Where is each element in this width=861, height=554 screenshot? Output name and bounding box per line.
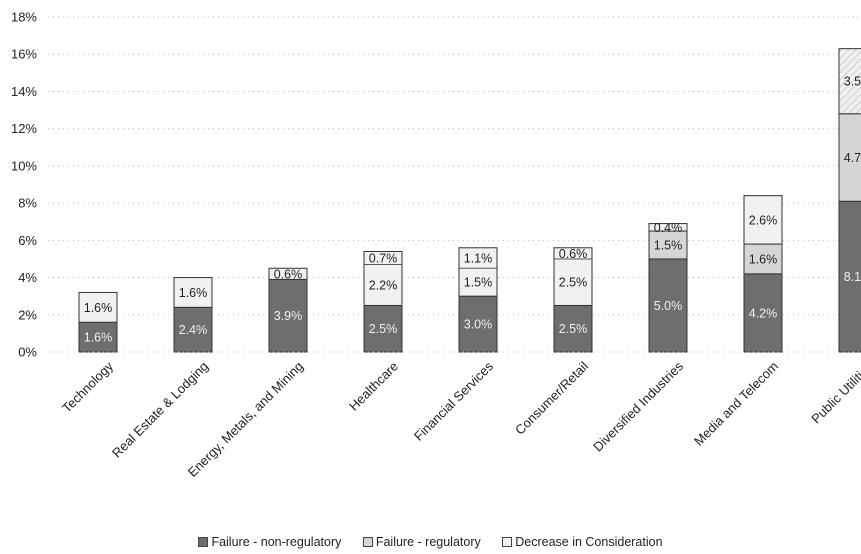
bar-segment	[173, 306, 213, 353]
legend-item-decrease: Decrease in Consideration	[502, 535, 663, 549]
data-label: 8.1%	[844, 270, 861, 284]
data-label: 1.5%	[464, 276, 493, 290]
data-label: 1.6%	[179, 286, 208, 300]
bars: 1.6% 1.6% 2.4% 1.6% 3.9% 0.6% 2.5% 2.2% 0.7% 3.0%…	[78, 48, 861, 353]
data-label: 4.2%	[749, 306, 778, 320]
data-label: 1.6%	[84, 331, 113, 345]
data-label: 2.5%	[559, 276, 588, 290]
data-label: 1.5%	[654, 238, 683, 252]
bar-segment	[553, 247, 593, 306]
bar-segment	[743, 195, 783, 245]
data-label: 1.6%	[84, 301, 113, 315]
stacked-bar-chart: 0%2%4%6%8%10%12%14%16%18% 1.6%1.6%2.4%1.…	[11, 10, 861, 480]
y-tick-label: 6%	[18, 233, 37, 248]
bar-segment	[648, 230, 688, 260]
bar-segment	[78, 291, 118, 323]
x-tick-label: Real Estate & Lodging	[109, 359, 211, 461]
legend-label-non-regulatory: Failure - non-regulatory	[211, 535, 342, 549]
data-label: 5.0%	[654, 299, 683, 313]
data-label: 0.6%	[274, 267, 303, 281]
x-tick-label: Public Utilities	[808, 358, 861, 426]
x-tick-label: Consumer/Retail	[512, 358, 591, 437]
bar-segment	[648, 258, 688, 353]
data-label: 1.6%	[749, 252, 778, 266]
legend-swatch-regulatory	[362, 537, 373, 547]
bar-segment	[173, 277, 213, 308]
data-label: 3.5%	[844, 75, 861, 89]
y-tick-label: 16%	[11, 47, 37, 62]
bar-segment	[553, 304, 593, 353]
x-tick-label: Technology	[59, 358, 116, 415]
y-tick-label: 0%	[18, 345, 37, 360]
y-tick-label: 8%	[18, 196, 37, 211]
legend-swatch-non-regulatory	[198, 537, 209, 547]
bar-segment	[648, 223, 688, 232]
data-label: 0.6%	[559, 247, 588, 261]
y-tick-label: 4%	[18, 270, 37, 285]
x-tick-label: Financial Services	[411, 358, 497, 444]
y-tick-label: 12%	[11, 121, 37, 136]
data-label: 2.2%	[369, 279, 398, 293]
y-tick-label: 18%	[11, 10, 37, 25]
data-label: 3.9%	[274, 309, 303, 323]
legend-label-regulatory: Failure - regulatory	[375, 535, 481, 549]
data-label: 0.7%	[369, 252, 398, 266]
y-axis: 0% 2% 4% 6% 8% 10% 12% 14% 16% 18%	[11, 10, 37, 360]
data-label: 0.4%	[654, 221, 683, 235]
legend-label-decrease: Decrease in Consideration	[515, 535, 663, 549]
data-label: 2.5%	[369, 322, 398, 336]
data-label: 2.4%	[179, 323, 208, 337]
legend-swatch-decrease	[502, 537, 513, 547]
data-label: 2.5%	[559, 322, 588, 336]
gridlines	[48, 16, 861, 353]
data-label: 4.7%	[844, 151, 861, 165]
y-tick-label: 10%	[11, 158, 37, 173]
data-label: 2.6%	[749, 213, 778, 227]
y-tick-label: 14%	[11, 84, 37, 99]
bar-segment	[363, 251, 403, 306]
data-label: 1.1%	[464, 252, 493, 266]
bar-segment	[458, 247, 498, 297]
bar-segment	[743, 243, 783, 275]
bar-segment	[268, 267, 308, 280]
legend-item-regulatory: Failure - regulatory	[362, 535, 481, 549]
bar-segment	[838, 48, 861, 115]
legend-item-non-regulatory: Failure - non-regulatory	[198, 535, 341, 549]
bar-segment	[458, 295, 498, 353]
legend: Failure - non-regulatory Failure - regul…	[0, 535, 861, 549]
y-tick-label: 2%	[18, 307, 37, 322]
x-tick-label: Media and Telecom	[691, 359, 781, 449]
bar-segment	[78, 321, 118, 353]
x-tick-label: Healthcare	[346, 359, 401, 414]
x-tick-label: Diversified Industries	[590, 358, 686, 454]
data-label: 3.0%	[464, 318, 493, 332]
